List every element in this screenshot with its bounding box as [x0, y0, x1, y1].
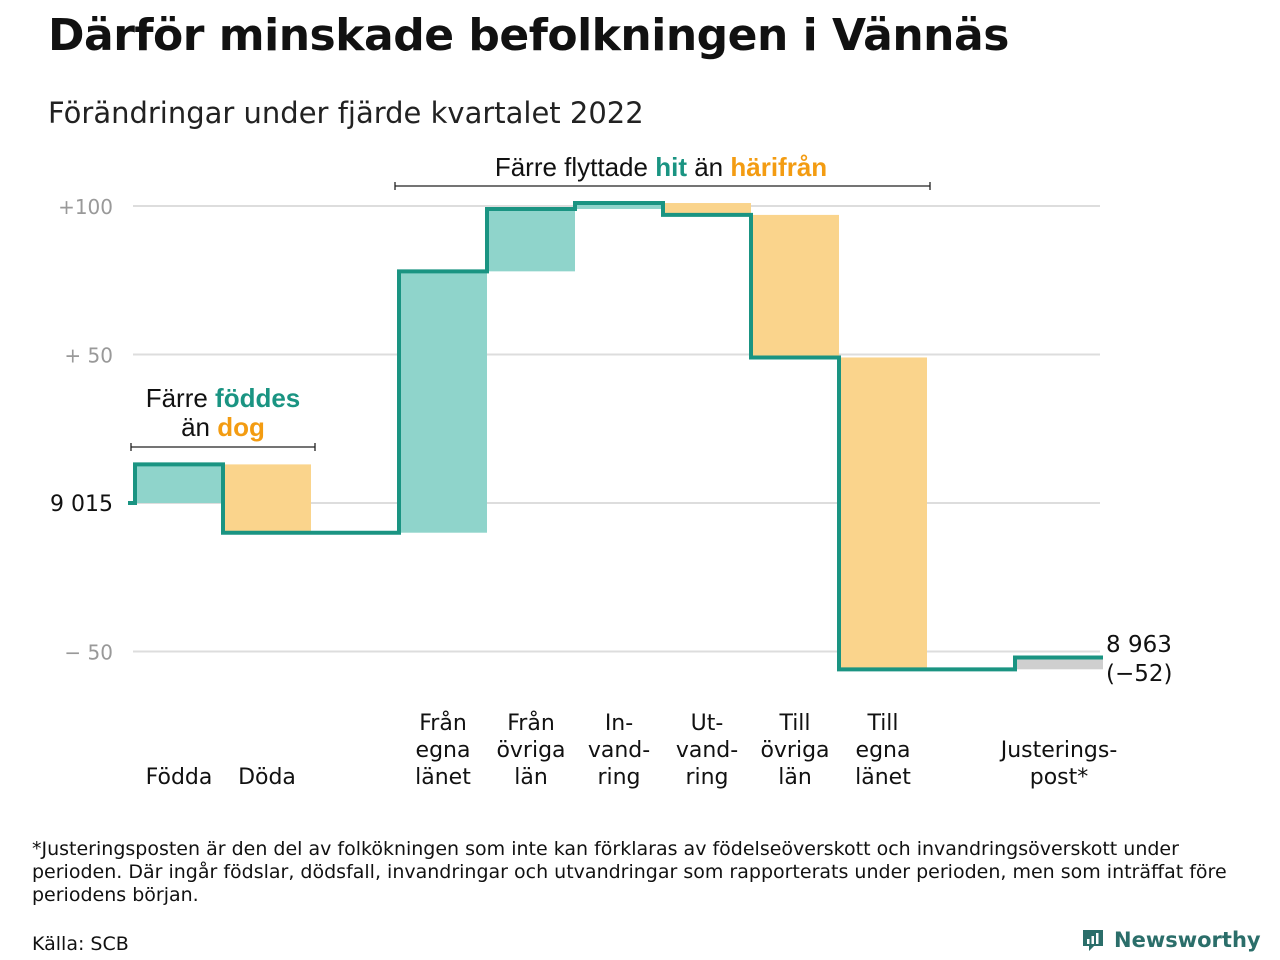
- bar-out: [839, 357, 927, 670]
- y-tick-label: +100: [58, 195, 113, 219]
- bar-out: [663, 203, 751, 215]
- footnote: *Justeringsposten är den del av folkökni…: [32, 838, 1227, 906]
- category-label: In-: [605, 711, 633, 736]
- category-label: egna: [416, 738, 471, 763]
- chart-subtitle: Förändringar under fjärde kvartalet 2022: [48, 96, 644, 130]
- category-label: vand-: [588, 738, 650, 763]
- change-label: (−52): [1106, 661, 1172, 687]
- category-label: län: [514, 765, 548, 790]
- brand-logo: Newsworthy: [1080, 927, 1261, 953]
- category-label: ring: [597, 765, 640, 790]
- category-label: län: [778, 765, 812, 790]
- annotation-migration-bracket: [394, 182, 931, 190]
- category-label: Från: [507, 710, 555, 736]
- chart-title: Därför minskade befolkningen i Vännäs: [48, 10, 1009, 61]
- newsworthy-logo-icon: [1083, 930, 1103, 951]
- category-label: Till: [778, 711, 810, 736]
- bar-out: [751, 214, 839, 358]
- bar-out: [223, 464, 311, 533]
- category-label: post*: [1030, 765, 1089, 790]
- bar-in: [135, 464, 223, 503]
- bar-in: [399, 271, 487, 533]
- category-label: egna: [856, 738, 911, 763]
- annotation-births-bracket: [130, 443, 316, 451]
- category-label: Justerings-: [999, 738, 1118, 763]
- category-label: övriga: [760, 738, 829, 763]
- category-label: vand-: [676, 738, 738, 763]
- y-tick-label: − 50: [64, 641, 113, 665]
- annotation-births-line1: Färre föddes: [146, 383, 301, 413]
- category-label: Till: [866, 711, 898, 736]
- bar-in: [487, 208, 575, 272]
- source-label: Källa: SCB: [32, 933, 129, 955]
- category-label: Ut-: [691, 711, 724, 736]
- annotation-births-line2: än dog: [181, 412, 265, 442]
- end-value-label: 8 963: [1106, 632, 1172, 658]
- start-value-label: 9 015: [50, 492, 113, 517]
- category-label: Döda: [238, 765, 296, 790]
- category-label: länet: [855, 765, 911, 790]
- category-label: länet: [415, 765, 471, 790]
- bar-adjust: [1015, 657, 1103, 670]
- category-label: Från: [419, 710, 467, 736]
- brand-name: Newsworthy: [1114, 928, 1261, 952]
- bar-in: [575, 203, 663, 209]
- category-label: övriga: [496, 738, 565, 763]
- category-label: Födda: [146, 765, 213, 790]
- cumulative-step-line: [128, 201, 1103, 672]
- annotation-migration: Färre flyttade hit än härifrån: [495, 152, 827, 182]
- category-label: ring: [685, 765, 728, 790]
- y-tick-label: + 50: [64, 344, 113, 368]
